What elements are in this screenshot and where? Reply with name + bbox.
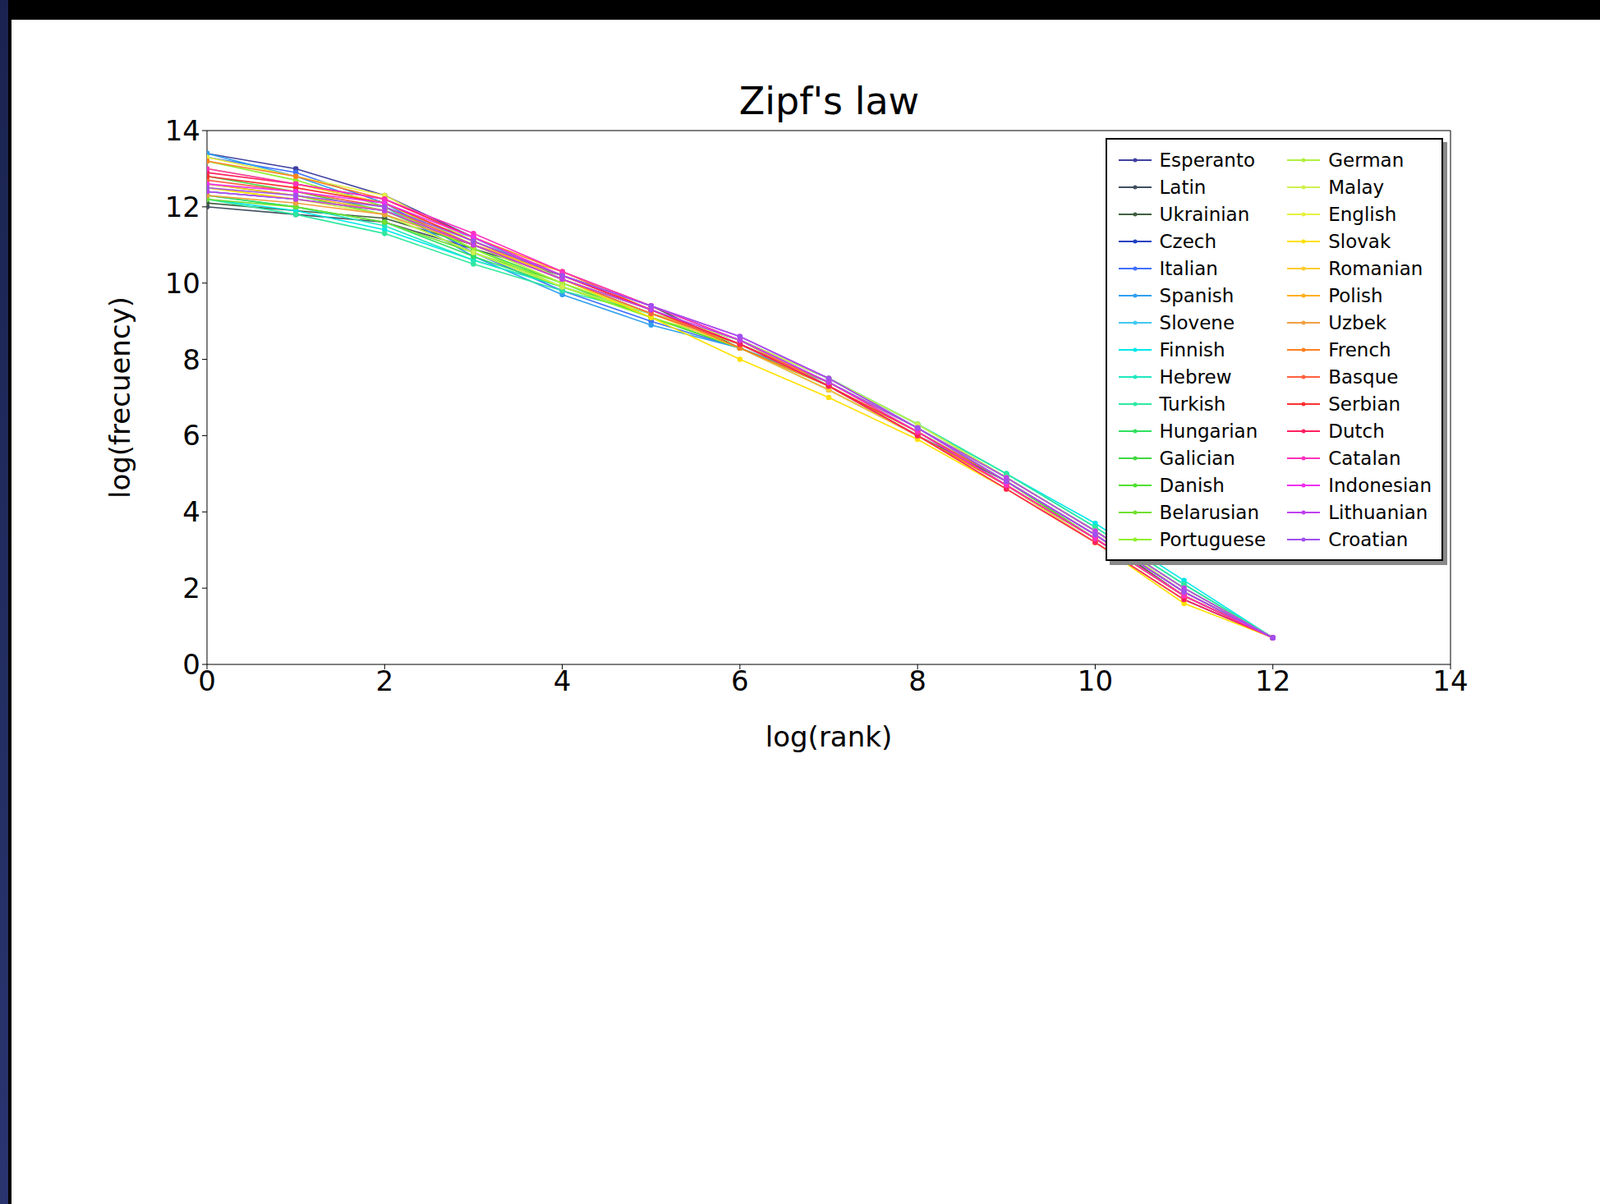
html-text:Slovak: Slovak: [1328, 230, 1391, 252]
html-text:Czech: Czech: [1159, 230, 1217, 252]
svg-text:2: 2: [182, 571, 201, 605]
html-text:French: French: [1328, 338, 1392, 361]
svg-text:6: 6: [182, 418, 201, 452]
html-text:Spanish: Spanish: [1159, 284, 1235, 306]
html-text:Galician: Galician: [1159, 447, 1236, 469]
html-text:English: English: [1328, 203, 1397, 225]
html-text:Lithuanian: Lithuanian: [1328, 501, 1428, 523]
html-text:Malay: Malay: [1328, 176, 1385, 198]
svg-text:4: 4: [182, 495, 201, 529]
html-text:Italian: Italian: [1159, 257, 1218, 279]
html-text:Basque: Basque: [1328, 365, 1399, 388]
html-text:Hungarian: Hungarian: [1159, 420, 1258, 442]
html-text:Turkish: Turkish: [1159, 393, 1226, 415]
html-text:Croatian: Croatian: [1328, 528, 1409, 550]
svg-text:12: 12: [1255, 664, 1291, 698]
html-text:Portuguese: Portuguese: [1159, 528, 1266, 550]
html-text:Indonesian: Indonesian: [1328, 474, 1432, 496]
svg-text:8: 8: [908, 664, 927, 698]
html-text:Danish: Danish: [1159, 474, 1225, 496]
svg-text:14: 14: [165, 114, 201, 148]
html-text:Belarusian: Belarusian: [1159, 501, 1260, 523]
svg-text:10: 10: [1077, 664, 1113, 698]
html-text:Dutch: Dutch: [1328, 420, 1385, 442]
svg-text:0: 0: [182, 648, 201, 681]
svg-text:2: 2: [375, 664, 394, 698]
html-text:Latin: Latin: [1159, 176, 1207, 198]
html-text:Zipf's law: Zipf's law: [738, 78, 920, 124]
svg-text:4: 4: [553, 664, 572, 698]
svg-text:log(frecuency): log(frecuency): [103, 296, 137, 499]
svg-text:6: 6: [731, 664, 750, 698]
html-text:Romanian: Romanian: [1328, 257, 1423, 279]
html-text:Slovene: Slovene: [1159, 311, 1235, 334]
svg-text:14: 14: [1432, 664, 1468, 698]
html-text:Finnish: Finnish: [1159, 338, 1226, 361]
html-text:Esperanto: Esperanto: [1159, 149, 1256, 171]
html-text:German: German: [1328, 149, 1404, 171]
svg-text:12: 12: [165, 190, 201, 224]
html-text:Ukrainian: Ukrainian: [1159, 203, 1250, 225]
html-text:Catalan: Catalan: [1328, 447, 1401, 469]
svg-text:0: 0: [197, 664, 217, 698]
html-text:Uzbek: Uzbek: [1328, 311, 1387, 334]
svg-text:log(rank): log(rank): [765, 720, 892, 754]
html-text:Serbian: Serbian: [1328, 393, 1401, 415]
svg-text:10: 10: [165, 266, 201, 300]
svg-text:8: 8: [182, 343, 201, 377]
html-text:Hebrew: Hebrew: [1159, 365, 1232, 388]
html-text:Polish: Polish: [1328, 284, 1383, 306]
